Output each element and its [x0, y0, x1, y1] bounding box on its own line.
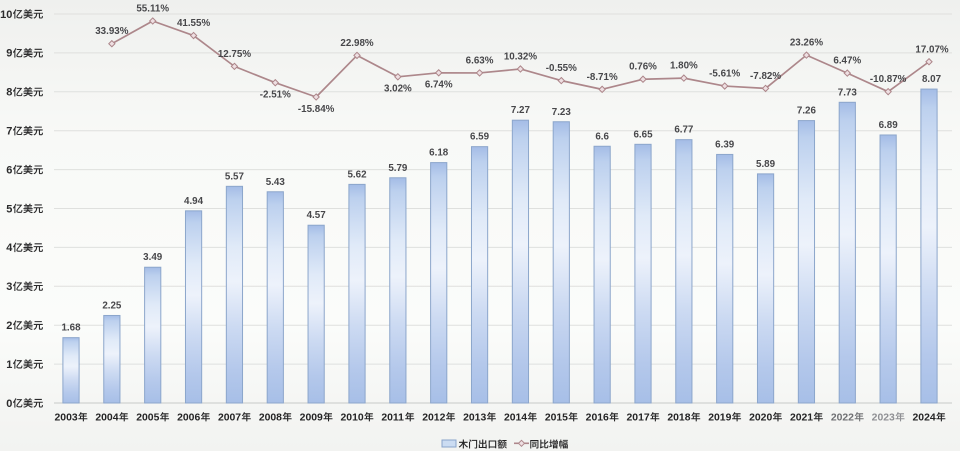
- svg-text:2023: 2023: [872, 413, 895, 424]
- svg-text:6: 6: [6, 164, 12, 176]
- svg-text:6.59: 6.59: [470, 132, 490, 143]
- svg-text:0.76%: 0.76%: [629, 62, 657, 73]
- svg-text:6.39: 6.39: [715, 139, 735, 150]
- svg-text:3.02%: 3.02%: [384, 84, 412, 95]
- svg-text:3.49: 3.49: [143, 252, 163, 263]
- svg-text:6.89: 6.89: [879, 120, 899, 131]
- svg-text:2020: 2020: [749, 413, 772, 424]
- svg-text:7.27: 7.27: [511, 105, 531, 116]
- svg-text:3: 3: [6, 281, 12, 293]
- svg-text:2019: 2019: [708, 413, 731, 424]
- svg-text:4: 4: [6, 242, 13, 254]
- svg-text:2016: 2016: [586, 413, 609, 424]
- svg-text:9: 9: [6, 48, 12, 60]
- svg-text:2022: 2022: [831, 413, 854, 424]
- svg-text:17.07%: 17.07%: [915, 44, 949, 55]
- svg-text:-2.51%: -2.51%: [260, 90, 291, 101]
- svg-text:6.47%: 6.47%: [833, 56, 861, 67]
- svg-text:-8.71%: -8.71%: [587, 72, 618, 83]
- svg-text:22.98%: 22.98%: [340, 38, 374, 49]
- svg-text:8.07: 8.07: [922, 74, 942, 85]
- svg-text:2: 2: [6, 320, 12, 332]
- svg-text:10.32%: 10.32%: [504, 51, 538, 62]
- svg-text:2003: 2003: [55, 413, 78, 424]
- svg-text:2015: 2015: [545, 413, 568, 424]
- svg-text:2021: 2021: [790, 413, 813, 424]
- svg-text:2.25: 2.25: [102, 300, 122, 311]
- svg-text:7.26: 7.26: [797, 106, 817, 117]
- svg-text:2011: 2011: [381, 413, 404, 424]
- svg-text:10: 10: [0, 9, 12, 21]
- svg-text:2007: 2007: [218, 413, 241, 424]
- svg-text:6.65: 6.65: [633, 129, 653, 140]
- svg-text:2013: 2013: [463, 413, 486, 424]
- svg-text:5: 5: [6, 203, 12, 215]
- svg-text:4.94: 4.94: [184, 196, 204, 207]
- svg-text:5.79: 5.79: [388, 163, 408, 174]
- svg-text:5.62: 5.62: [347, 169, 367, 180]
- svg-text:55.11%: 55.11%: [136, 4, 169, 15]
- svg-text:2018: 2018: [667, 413, 690, 424]
- svg-text:2009: 2009: [300, 413, 323, 424]
- svg-text:2006: 2006: [177, 413, 200, 424]
- svg-text:-10.87%: -10.87%: [870, 74, 907, 85]
- svg-text:8: 8: [6, 87, 12, 99]
- svg-text:1: 1: [6, 359, 12, 371]
- svg-text:2005: 2005: [136, 413, 159, 424]
- svg-text:5.89: 5.89: [756, 159, 776, 170]
- svg-text:2014: 2014: [504, 413, 527, 424]
- svg-text:6.18: 6.18: [429, 148, 449, 159]
- svg-text:-7.82%: -7.82%: [750, 71, 781, 82]
- svg-text:4.57: 4.57: [307, 210, 327, 221]
- svg-text:33.93%: 33.93%: [95, 26, 129, 37]
- svg-text:7.23: 7.23: [552, 107, 572, 118]
- svg-text:0: 0: [6, 398, 12, 410]
- svg-text:6.77: 6.77: [674, 125, 694, 136]
- svg-text:2004: 2004: [95, 413, 118, 424]
- svg-text:2008: 2008: [259, 413, 282, 424]
- svg-text:12.75%: 12.75%: [218, 49, 252, 60]
- svg-text:5.43: 5.43: [266, 177, 286, 188]
- svg-text:23.26%: 23.26%: [790, 38, 824, 49]
- svg-text:-15.84%: -15.84%: [298, 104, 335, 115]
- svg-text:1.68: 1.68: [61, 323, 81, 334]
- svg-text:5.57: 5.57: [225, 171, 245, 182]
- svg-text:-0.55%: -0.55%: [546, 63, 577, 74]
- svg-text:7: 7: [6, 126, 12, 138]
- svg-text:6.63%: 6.63%: [466, 55, 494, 66]
- svg-text:2012: 2012: [422, 413, 445, 424]
- svg-text:41.55%: 41.55%: [177, 18, 211, 29]
- svg-text:7.73: 7.73: [838, 87, 858, 98]
- svg-text:2024: 2024: [913, 413, 936, 424]
- svg-text:-5.61%: -5.61%: [709, 69, 740, 80]
- svg-text:2010: 2010: [341, 413, 364, 424]
- svg-text:2017: 2017: [627, 413, 650, 424]
- svg-text:1.80%: 1.80%: [670, 61, 698, 72]
- svg-text:6.6: 6.6: [595, 131, 609, 142]
- svg-text:6.74%: 6.74%: [425, 80, 453, 91]
